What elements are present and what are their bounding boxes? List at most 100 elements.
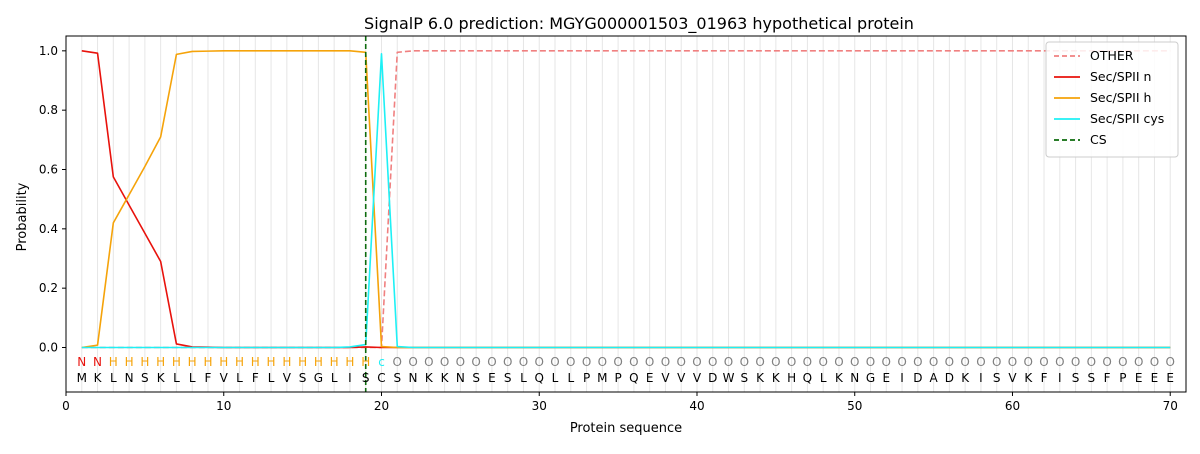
x-tick-label: 70 <box>1163 399 1178 413</box>
residue-label: H <box>298 355 307 369</box>
residue-label: O <box>724 355 733 369</box>
residue-label: O <box>834 355 843 369</box>
legend-box <box>1045 41 1179 158</box>
residue-letter: L <box>567 371 574 385</box>
y-tick-label: 0.8 <box>39 103 58 117</box>
residue-letter: K <box>772 371 781 385</box>
residue-label: H <box>188 355 197 369</box>
residue-label: O <box>1055 355 1064 369</box>
residue-letter: L <box>331 371 338 385</box>
residue-label: O <box>1071 355 1080 369</box>
residue-letter: K <box>961 371 970 385</box>
residue-label: O <box>519 355 528 369</box>
residue-label: O <box>613 355 622 369</box>
residue-letter: I <box>900 371 904 385</box>
residue-letter: M <box>597 371 607 385</box>
residue-letter: F <box>1104 371 1111 385</box>
residue-letter: S <box>141 371 149 385</box>
residue-label: O <box>393 355 402 369</box>
residue-letter: Q <box>629 371 638 385</box>
residue-letter: V <box>220 371 229 385</box>
residue-letter: D <box>945 371 954 385</box>
residue-label: H <box>267 355 276 369</box>
residue-letter: S <box>472 371 480 385</box>
residue-letter: S <box>393 371 401 385</box>
series-other-line <box>81 50 1171 349</box>
residue-label: O <box>1150 355 1159 369</box>
chart-title: SignalP 6.0 prediction: MGYG000001503_01… <box>364 14 914 34</box>
y-tick-label: 0.6 <box>39 163 58 177</box>
residue-label: O <box>708 355 717 369</box>
residue-letter: P <box>614 371 621 385</box>
residue-letter: I <box>1058 371 1062 385</box>
residue-letter: F <box>205 371 212 385</box>
residue-letter: S <box>1088 371 1096 385</box>
residue-label: O <box>818 355 827 369</box>
residue-label: H <box>251 355 260 369</box>
residue-letter: V <box>1008 371 1017 385</box>
residue-letter: L <box>189 371 196 385</box>
residue-label: H <box>125 355 134 369</box>
residue-letter: P <box>583 371 590 385</box>
residue-letter: S <box>504 371 512 385</box>
residue-letter: E <box>882 371 890 385</box>
residue-letter: V <box>283 371 292 385</box>
residue-letter: S <box>1072 371 1080 385</box>
y-tick-label: 0.0 <box>39 341 58 355</box>
residue-letter: S <box>740 371 748 385</box>
residue-letter: L <box>236 371 243 385</box>
residue-label: O <box>456 355 465 369</box>
residue-letter: S <box>299 371 307 385</box>
residue-letter: L <box>820 371 827 385</box>
residue-label: O <box>1039 355 1048 369</box>
residue-label: O <box>1008 355 1017 369</box>
residue-label: O <box>787 355 796 369</box>
series-layer <box>81 36 1171 392</box>
residue-label: O <box>1024 355 1033 369</box>
x-axis-label: Protein sequence <box>570 421 682 436</box>
residue-label: H <box>330 355 339 369</box>
residue-label: O <box>913 355 922 369</box>
residue-label: O <box>408 355 417 369</box>
residue-letter: D <box>708 371 717 385</box>
y-tick-label: 0.2 <box>39 281 58 295</box>
residue-letter: V <box>693 371 702 385</box>
residue-letter: K <box>835 371 844 385</box>
residue-label: O <box>645 355 654 369</box>
residue-letter: E <box>646 371 654 385</box>
residue-letter: K <box>1024 371 1033 385</box>
x-tick-label: 30 <box>532 399 547 413</box>
legend-label: CS <box>1090 132 1107 147</box>
residue-label: O <box>1087 355 1096 369</box>
residue-label: H <box>345 355 354 369</box>
residue-label: O <box>503 355 512 369</box>
x-tick-label: 40 <box>689 399 704 413</box>
residue-label: O <box>487 355 496 369</box>
residue-label: O <box>692 355 701 369</box>
residue-letter: F <box>1041 371 1048 385</box>
residue-label: O <box>960 355 969 369</box>
residue-label: O <box>629 355 638 369</box>
residue-letter: N <box>850 371 859 385</box>
residue-label: H <box>203 355 212 369</box>
axis-layer: 0 10 20 30 40 50 60 70 0.0 0.2 0.4 0.6 0.8 1.0 <box>39 44 1178 413</box>
x-tick-label: 60 <box>1005 399 1020 413</box>
residue-letter: C <box>377 371 385 385</box>
residue-label: O <box>1165 355 1174 369</box>
y-axis-label: Probability <box>15 182 30 251</box>
residue-label: O <box>866 355 875 369</box>
residue-label: O <box>550 355 559 369</box>
residue-letter: I <box>348 371 352 385</box>
residue-label: O <box>976 355 985 369</box>
residue-label: O <box>1118 355 1127 369</box>
residue-label: O <box>929 355 938 369</box>
x-tick-label: 50 <box>847 399 862 413</box>
x-tick-label: 0 <box>62 399 70 413</box>
legend-label: Sec/SPII h <box>1090 90 1151 105</box>
residue-label: O <box>897 355 906 369</box>
series-sec-spii-cys-line <box>81 52 1171 349</box>
residue-label: O <box>424 355 433 369</box>
residue-label: H <box>219 355 228 369</box>
residue-letter: N <box>409 371 418 385</box>
